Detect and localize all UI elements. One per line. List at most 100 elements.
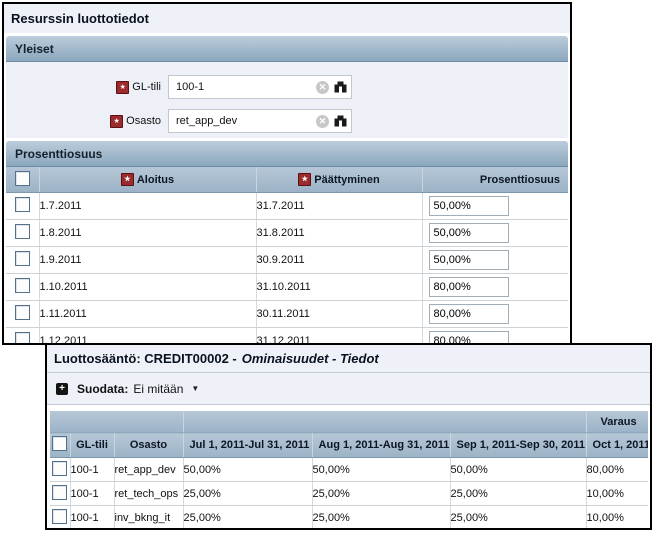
percentage-input[interactable] [428,250,509,270]
aug-value: 25,00% [312,505,451,528]
section-header-yleiset: Yleiset [6,36,568,62]
end-date: 31.8.2011 [256,219,423,247]
percentage-table-header-row: ★ Aloitus ★ Päättyminen Prosenttiosuus [6,167,568,193]
gl-account-link[interactable]: 100-1 [70,457,115,482]
start-column-header: Aloitus [136,173,175,186]
oct-column-header: Oct 1, 2011-O [592,439,648,451]
general-form: ★ GL-tili 100-1 ✕ ★ Osasto ret_app_de [6,62,568,138]
gl-account-link[interactable]: 100-1 [70,481,115,506]
binoculars-lookup-icon[interactable] [334,81,347,93]
group-header-empty [50,411,184,433]
row-checkbox[interactable] [14,278,30,293]
gl-account-row: ★ GL-tili 100-1 ✕ [6,75,568,99]
section-header-prosenttiosuus: Prosenttiosuus [6,141,568,167]
end-date: 31.12.2011 [256,327,423,343]
end-date: 30.9.2011 [256,246,423,274]
window2-title-detail: Ominaisuudet - Tiedot [241,351,379,366]
row-checkbox[interactable] [14,224,30,239]
required-star-icon: ★ [116,80,130,94]
filter-bar: + Suodata: Ei mitään ▼ [47,373,650,405]
gl-account-link[interactable]: 100-1 [70,505,115,528]
table-row: 1.8.2011 31.8.2011 [6,219,568,247]
allocation-table: Varaus GL-tili Osasto Jul 1, 2011-Jul 31… [50,411,648,528]
table-row: 100-1 ret_app_dev 50,00% 50,00% 50,00% 8… [50,457,648,482]
select-all-checkbox[interactable] [52,436,68,451]
percentage-column-header: Prosenttiosuus [479,173,560,186]
window2-title: Luottosääntö: CREDIT00002 - Ominaisuudet… [47,345,650,373]
gl-account-label-text: GL-tili [132,81,161,93]
required-star-icon: ★ [110,114,124,128]
row-checkbox[interactable] [52,484,68,500]
start-date: 1.11.2011 [39,300,257,328]
group-header-row: Varaus [50,411,648,433]
select-all-checkbox[interactable] [14,170,30,186]
department-row: ★ Osasto ret_app_dev ✕ [6,109,568,133]
percentage-table: ★ Aloitus ★ Päättyminen Prosenttiosuus 1.7… [6,167,568,343]
required-star-icon: ★ [120,173,134,186]
end-date: 31.7.2011 [256,192,423,220]
oct-value: 10,00% [586,481,648,506]
aug-value: 50,00% [312,457,451,482]
sep-value: 25,00% [450,505,587,528]
allocation-header-row: GL-tili Osasto Jul 1, 2011-Jul 31, 2011 … [50,432,648,458]
expand-plus-icon[interactable]: + [56,382,68,395]
binoculars-lookup-icon[interactable] [334,115,347,127]
allocation-table-wrap: Varaus GL-tili Osasto Jul 1, 2011-Jul 31… [50,411,648,528]
row-checkbox[interactable] [14,305,30,320]
resource-credit-window: Resurssin luottotiedot Yleiset ★ GL-tili… [2,2,572,345]
sep-value: 25,00% [450,481,587,506]
aug-value: 25,00% [312,481,451,506]
chevron-down-icon[interactable]: ▼ [191,384,200,393]
varaus-group-header: Varaus [600,415,637,428]
department-label-text: Osasto [126,115,161,127]
jul-value: 25,00% [183,505,313,528]
window1-title: Resurssin luottotiedot [4,4,570,33]
table-row: 1.11.2011 30.11.2011 [6,300,568,328]
end-date: 30.11.2011 [256,300,423,328]
percentage-input[interactable] [428,223,509,243]
percentage-input[interactable] [428,277,509,297]
required-star-icon: ★ [298,173,312,186]
gl-column-header: GL-tili [76,439,108,451]
row-checkbox[interactable] [14,332,30,343]
row-checkbox[interactable] [14,251,30,266]
start-date: 1.8.2011 [39,219,257,247]
start-date: 1.10.2011 [39,273,257,301]
department-label: ★ Osasto [6,114,161,128]
row-checkbox[interactable] [14,197,30,212]
row-checkbox[interactable] [52,508,68,524]
start-date: 1.9.2011 [39,246,257,274]
clear-icon[interactable]: ✕ [316,114,329,128]
table-row: 1.9.2011 30.9.2011 [6,246,568,274]
jul-column-header: Jul 1, 2011-Jul 31, 2011 [189,439,310,451]
oct-value: 10,00% [586,505,648,528]
department-cell: ret_app_dev [114,457,184,482]
department-cell: ret_tech_ops [114,481,184,506]
table-row: 1.7.2011 31.7.2011 [6,192,568,220]
gl-account-label: ★ GL-tili [6,80,161,94]
percentage-input[interactable] [428,196,509,216]
gl-account-input[interactable]: 100-1 ✕ [168,75,352,99]
department-input[interactable]: ret_app_dev ✕ [168,109,352,133]
row-checkbox[interactable] [52,460,68,476]
credit-rule-window: Luottosääntö: CREDIT00002 - Ominaisuudet… [45,343,652,530]
department-cell: inv_bkng_it [114,505,184,528]
clear-icon[interactable]: ✕ [316,80,329,94]
gl-account-value: 100-1 [176,81,205,93]
percentage-input[interactable] [428,331,509,343]
percentage-input[interactable] [428,304,509,324]
aug-column-header: Aug 1, 2011-Aug 31, 2011 [318,439,450,451]
table-row: 1.12.2011 31.12.2011 [6,327,568,343]
start-date: 1.7.2011 [39,192,257,220]
dept-column-header: Osasto [129,439,168,451]
filter-label: Suodata: [77,381,129,396]
filter-value-dropdown[interactable]: Ei mitään [133,381,184,396]
end-date: 31.10.2011 [256,273,423,301]
end-column-header: Päättyminen [314,173,380,186]
sep-value: 50,00% [450,457,587,482]
jul-value: 50,00% [183,457,313,482]
department-value: ret_app_dev [176,115,238,127]
oct-value: 80,00% [586,457,648,482]
start-date: 1.12.2011 [39,327,257,343]
